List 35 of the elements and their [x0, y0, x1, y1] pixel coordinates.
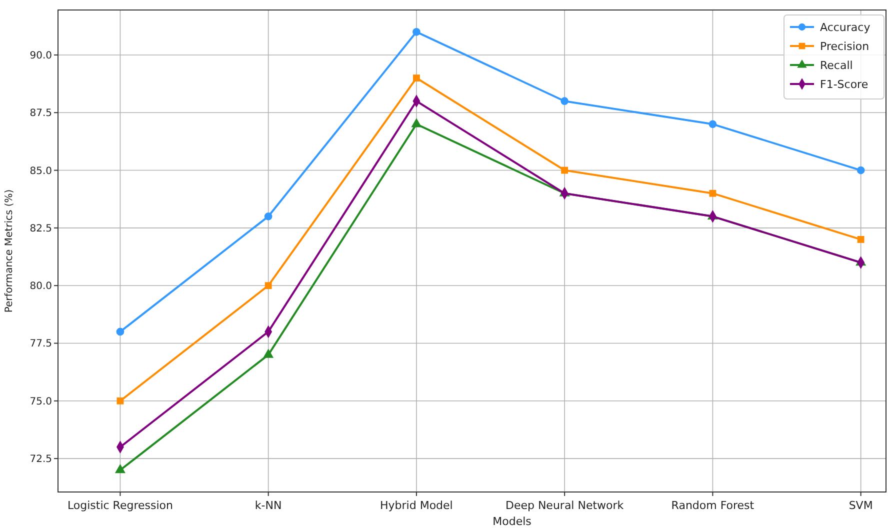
- y-tick-label: 80.0: [30, 281, 52, 292]
- y-tick-label: 90.0: [30, 50, 52, 62]
- x-tick-label: Deep Neural Network: [505, 499, 624, 512]
- point: [709, 190, 716, 197]
- x-tick-label: Hybrid Model: [380, 499, 453, 512]
- legend-label: Recall: [820, 58, 853, 72]
- y-tick-label: 72.5: [30, 454, 52, 466]
- point: [560, 97, 568, 105]
- legend-label: Accuracy: [820, 20, 871, 34]
- y-tick-label: 75.0: [30, 396, 52, 408]
- point: [263, 348, 274, 358]
- point: [412, 28, 420, 36]
- x-tick-label: Logistic Regression: [67, 499, 173, 512]
- point: [411, 118, 422, 128]
- legend-label: Precision: [820, 40, 870, 53]
- legend-label: F1-Score: [820, 78, 868, 91]
- y-tick-label: 85.0: [30, 166, 52, 177]
- point: [412, 74, 420, 82]
- y-tick-label: 87.5: [30, 108, 52, 120]
- x-tick-label: SVM: [848, 499, 873, 512]
- point: [116, 328, 124, 336]
- y-tick-label: 77.5: [30, 338, 52, 350]
- x-tick-label: Random Forest: [671, 499, 755, 512]
- point: [857, 236, 864, 243]
- point: [264, 282, 272, 290]
- x-axis-title: Models: [492, 515, 532, 528]
- point: [264, 212, 272, 220]
- y-axis-title: Performance Metrics (%): [4, 189, 15, 313]
- y-tick-label: 82.5: [30, 223, 52, 234]
- x-tick-label: k-NN: [254, 499, 282, 512]
- point: [116, 397, 124, 404]
- point: [561, 166, 568, 174]
- point: [114, 464, 126, 474]
- point: [708, 120, 717, 128]
- point: [856, 166, 865, 174]
